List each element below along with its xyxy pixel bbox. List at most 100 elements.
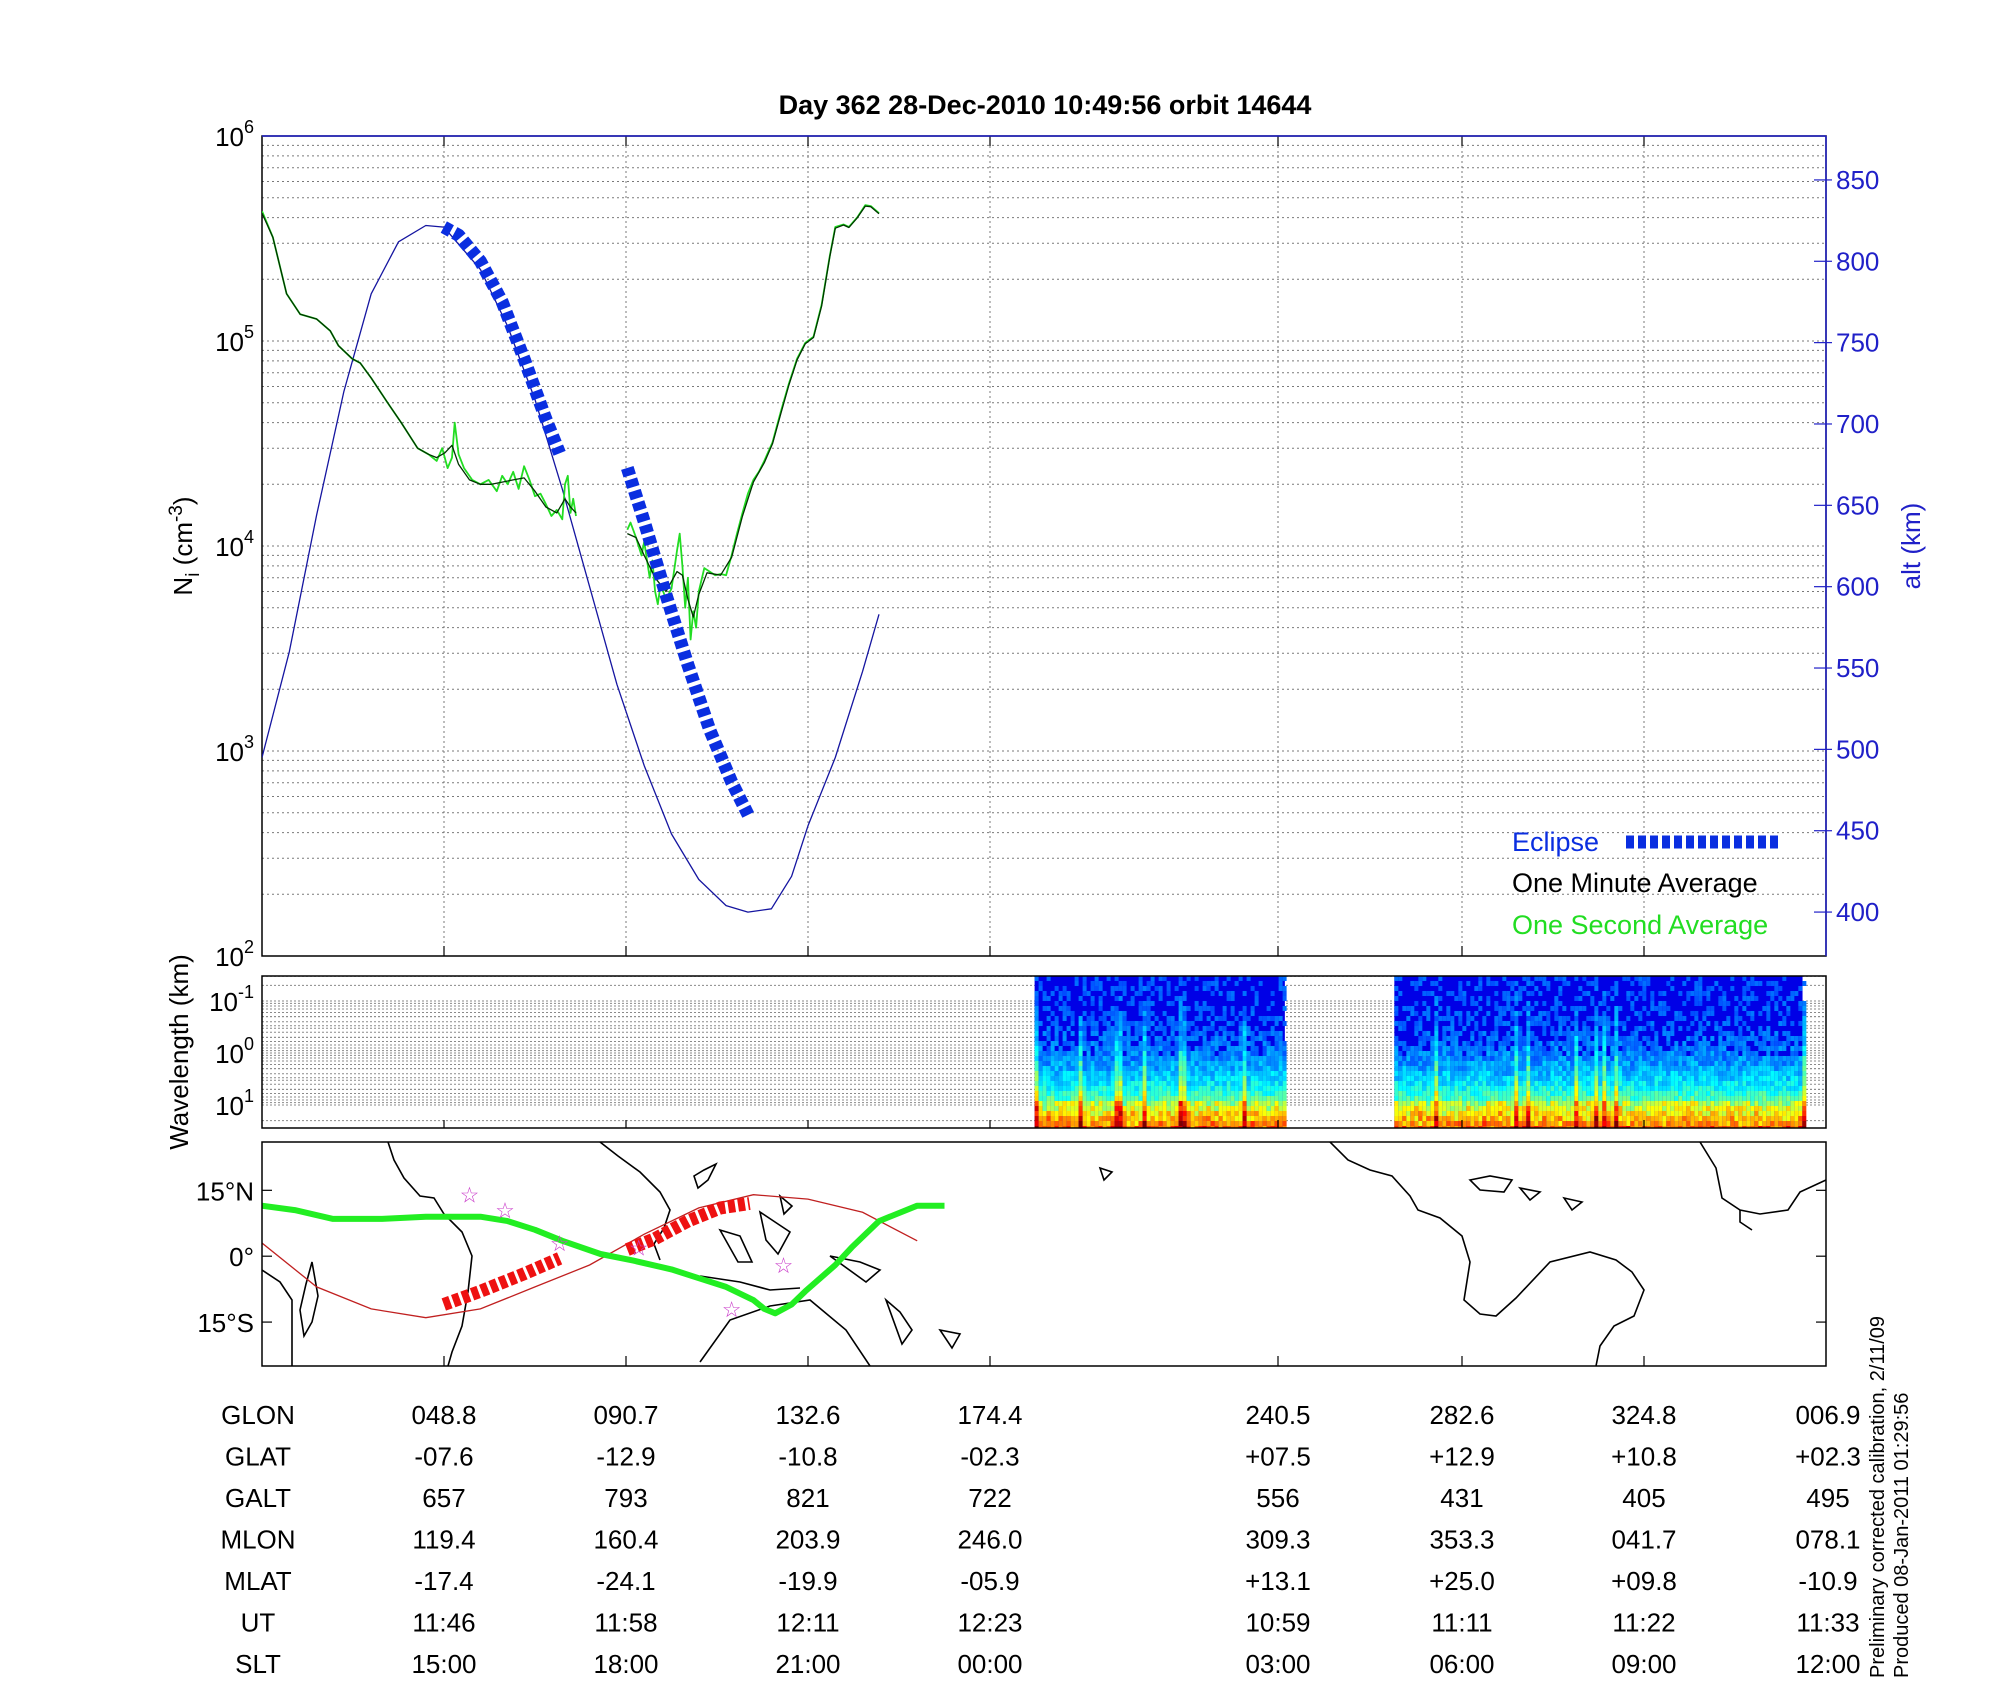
coastline [693, 1162, 718, 1190]
table-cell: -17.4 [414, 1566, 473, 1596]
table-cell: -24.1 [596, 1566, 655, 1596]
table-cell: -07.6 [414, 1442, 473, 1472]
table-cell: 246.0 [957, 1525, 1022, 1555]
legend-second-label: One Second Average [1512, 910, 1768, 940]
latitude-tick-label: 15°S [197, 1308, 254, 1338]
coastline [1468, 1175, 1514, 1193]
wavelength-tick-label: 101 [215, 1086, 254, 1121]
spectrogram-segment [1034, 976, 1287, 1128]
table-cell: 15:00 [411, 1649, 476, 1679]
density-tick-label: 106 [215, 117, 254, 152]
density-panel: 102 103 104 105 106 400 450 500 550 600 650 700 750… [166, 117, 1926, 972]
table-cell: 793 [604, 1483, 647, 1513]
table-cell: +25.0 [1429, 1566, 1495, 1596]
footnote-line1: Preliminary corrected calibration, 2/11/… [1867, 1316, 1889, 1678]
one-minute-average-line [262, 212, 577, 514]
table-cell: 06:00 [1429, 1649, 1494, 1679]
table-cell: -19.9 [778, 1566, 837, 1596]
eclipse-track-line [624, 1197, 751, 1256]
table-cell: -02.3 [960, 1442, 1019, 1472]
coastline [299, 1261, 319, 1339]
density-axis-ticks: 102 103 104 105 106 [215, 117, 254, 972]
table-row-label: GLAT [225, 1442, 291, 1472]
table-cell: +13.1 [1245, 1566, 1311, 1596]
magnetic-equator-line [262, 1194, 918, 1319]
table-cell: 132.6 [775, 1400, 840, 1430]
table-row-label: GALT [225, 1483, 291, 1513]
table-cell: 090.7 [593, 1400, 658, 1430]
coastline [387, 1142, 473, 1366]
table-cell: 722 [968, 1483, 1011, 1513]
table-cell: 006.9 [1795, 1400, 1860, 1430]
table-cell: +02.3 [1795, 1442, 1861, 1472]
satellite-track-line [262, 1202, 945, 1317]
coastline [778, 1193, 794, 1216]
map-axes-box [261, 1141, 1827, 1367]
density-tick-label: 105 [215, 322, 254, 357]
altitude-tick-label: 450 [1836, 816, 1879, 846]
table-row-label: SLT [235, 1649, 281, 1679]
table-cell: +10.8 [1611, 1442, 1677, 1472]
table-cell: 353.3 [1429, 1525, 1494, 1555]
eclipse-track-line [441, 1252, 563, 1311]
eclipse-line [440, 221, 566, 456]
table-cell: 11:46 [412, 1608, 475, 1638]
table-cell: 10:59 [1245, 1608, 1310, 1638]
density-gridlines [262, 136, 1826, 956]
table-cell: 324.8 [1611, 1400, 1676, 1430]
table-row-label: UT [241, 1608, 276, 1638]
table-cell: 09:00 [1611, 1649, 1676, 1679]
latitude-tick-label: 0° [229, 1242, 254, 1272]
star-marker: ☆ [495, 1198, 515, 1223]
altitude-tick-label: 500 [1836, 734, 1879, 764]
star-marker: ☆ [629, 1235, 649, 1260]
table-cell: 119.4 [412, 1525, 475, 1555]
latitude-tick-label: 15°N [196, 1176, 254, 1206]
table-cell: 309.3 [1245, 1525, 1310, 1555]
coastlines [262, 1142, 1826, 1366]
coastline [1699, 1142, 1826, 1215]
density-tick-label: 103 [215, 732, 254, 767]
wavelength-tick-label: 100 [215, 1034, 254, 1069]
coastline [718, 1228, 754, 1263]
table-cell: 556 [1256, 1483, 1299, 1513]
map-tracks: ☆ ☆ ☆ ☆ ☆ ☆ [262, 1183, 945, 1322]
table-cell: 431 [1440, 1483, 1483, 1513]
altitude-tick-label: 850 [1836, 165, 1879, 195]
coastline [938, 1328, 962, 1350]
table-cell: 282.6 [1429, 1400, 1494, 1430]
wavelength-tick-label: 10-1 [209, 982, 254, 1017]
density-tick-label: 102 [215, 937, 254, 972]
coastline [758, 1210, 792, 1256]
coastline [884, 1297, 913, 1346]
alt-line [262, 224, 880, 913]
coastline [599, 1142, 671, 1261]
coastline [262, 1269, 293, 1366]
spectrogram [1034, 976, 1807, 1128]
table-cell: 657 [422, 1483, 465, 1513]
table-cell: 048.8 [411, 1400, 476, 1430]
table-cell: -05.9 [960, 1566, 1019, 1596]
table-cell: 00:00 [957, 1649, 1022, 1679]
table-cell: 12:23 [957, 1608, 1022, 1638]
altitude-tick-label: 700 [1836, 409, 1879, 439]
footnote-line2: Produced 08-Jan-2011 01:29:56 [1891, 1393, 1913, 1678]
eclipse-line [621, 465, 756, 821]
map-axis-ticks: 15°N 0° 15°S [196, 1176, 1826, 1366]
table-row-label: MLON [220, 1525, 295, 1555]
table-cell: 078.1 [1795, 1525, 1860, 1555]
table-cell: 11:11 [1431, 1608, 1492, 1638]
coastline [1562, 1196, 1584, 1212]
table-cell: 21:00 [775, 1649, 840, 1679]
altitude-tick-label: 650 [1836, 490, 1879, 520]
table-row-label: MLAT [224, 1566, 292, 1596]
one-second-average-line [262, 210, 577, 521]
coastline [1739, 1210, 1753, 1231]
one-minute-average-line [627, 205, 880, 618]
table-cell: +07.5 [1245, 1442, 1311, 1472]
table-cell: +09.8 [1611, 1566, 1677, 1596]
star-marker: ☆ [774, 1253, 794, 1278]
density-tick-label: 104 [215, 527, 254, 562]
table-cell: -10.8 [778, 1442, 837, 1472]
